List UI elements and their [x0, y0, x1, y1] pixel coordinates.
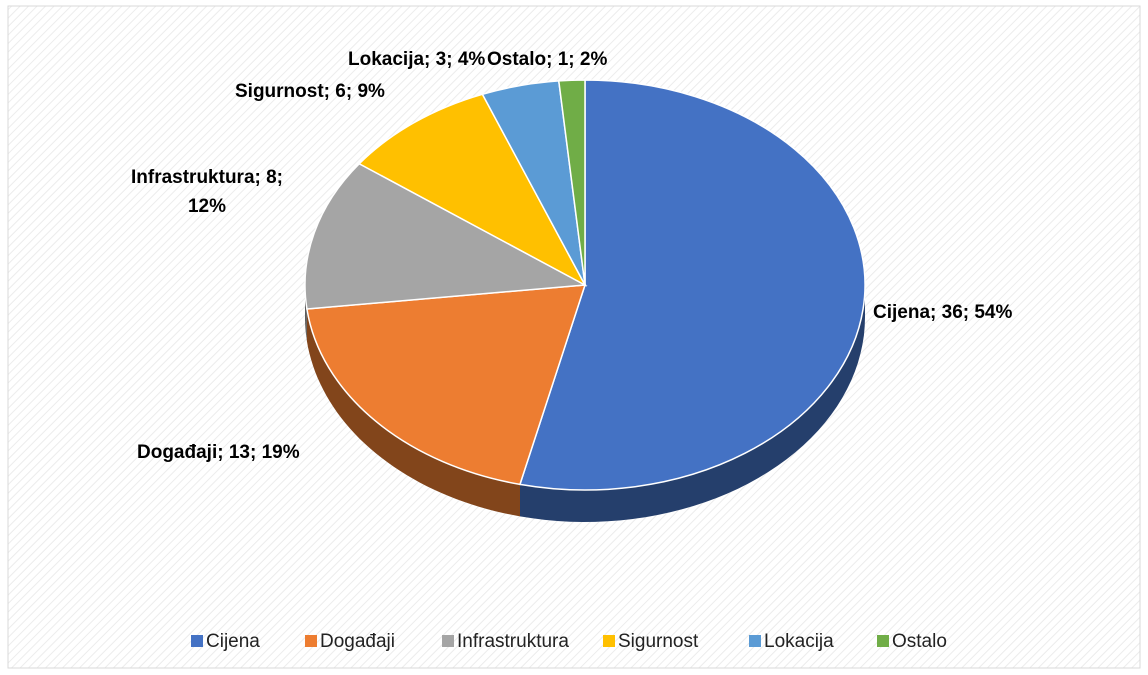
legend-swatch	[749, 635, 761, 647]
legend-label: Događaji	[320, 631, 395, 652]
legend-swatch	[191, 635, 203, 647]
slice	[557, 79, 586, 286]
data-label: Lokacija; 3; 4%	[348, 49, 486, 70]
legend-swatch	[442, 635, 454, 647]
legend-label: Sigurnost	[618, 631, 699, 652]
legend: Cijena Događaji Infrastruktura Sigurnost Lok…	[191, 631, 947, 652]
data-label: Događaji; 13; 19%	[137, 442, 300, 463]
legend-label: Ostalo	[892, 631, 947, 652]
slice	[304, 162, 588, 310]
slice-side	[306, 309, 520, 517]
legend-swatch	[305, 635, 317, 647]
legend-label: Infrastruktura	[457, 631, 569, 652]
data-label: Sigurnost; 6; 9%	[235, 81, 385, 102]
legend-label: Cijena	[206, 631, 260, 652]
data-label: Infrastruktura; 8; 12%	[130, 167, 284, 217]
slice	[306, 284, 587, 486]
data-label: Cijena; 36; 54%	[873, 302, 1013, 323]
legend-label: Lokacija	[764, 631, 834, 652]
slice	[518, 79, 866, 491]
legend-swatch	[877, 635, 889, 647]
pie	[304, 79, 866, 522]
slice-side	[520, 285, 865, 522]
data-label: Ostalo; 1; 2%	[487, 49, 608, 70]
legend-swatch	[603, 635, 615, 647]
slice	[358, 93, 587, 287]
